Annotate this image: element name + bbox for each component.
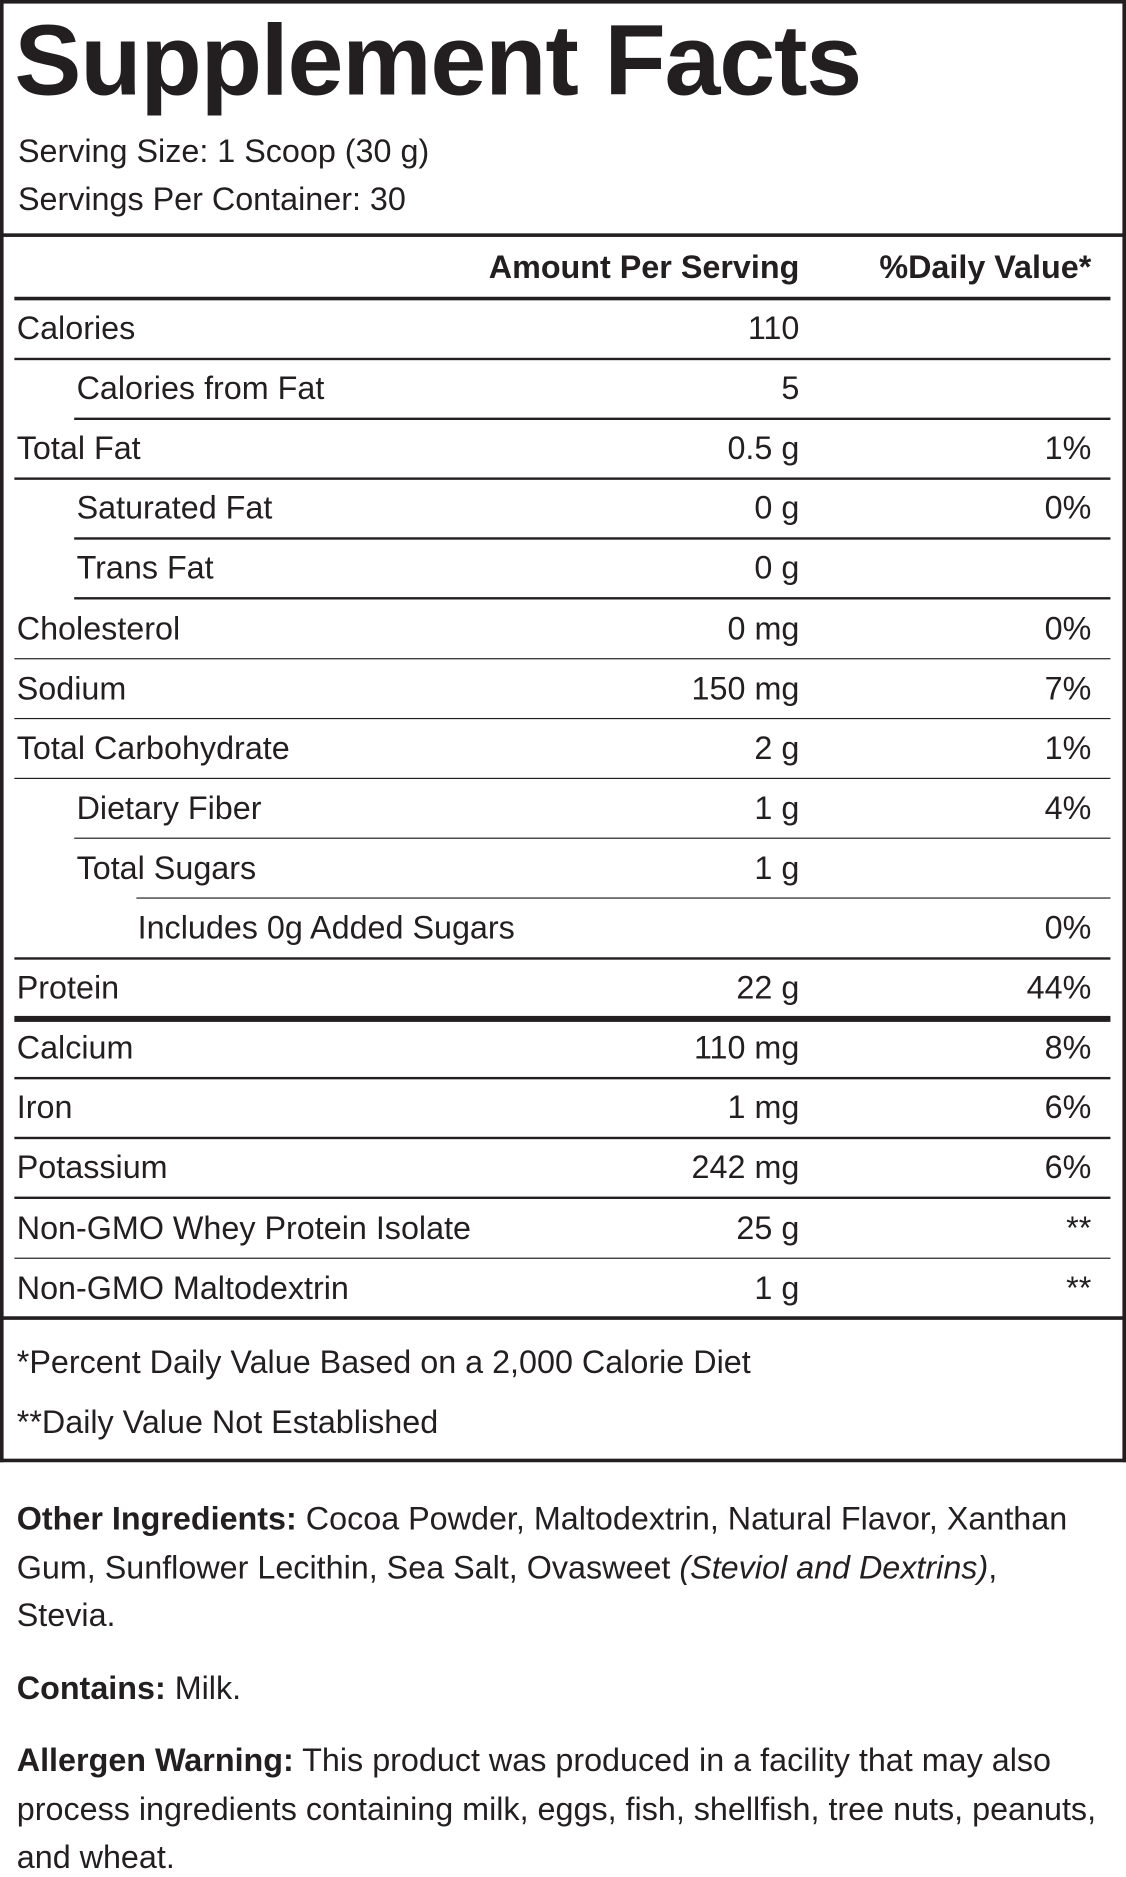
nutrient-name: Calcium [16, 1029, 134, 1066]
footnote: **Daily Value Not Established [16, 1404, 439, 1441]
nutrient-name: Includes 0g Added Sugars [137, 910, 515, 946]
row-divider [14, 1016, 1111, 1023]
divider [14, 296, 1111, 301]
amount: 242 mg [691, 1149, 800, 1186]
row-divider [14, 1137, 1111, 1139]
daily-value: ** [1066, 1209, 1092, 1246]
amount: 110 [747, 310, 800, 347]
nutrient-name: Cholesterol [16, 610, 181, 647]
row-divider [14, 777, 1111, 780]
amount: 0 g [754, 550, 800, 587]
paragraph-text: , Stevia. [16, 1548, 998, 1634]
amount: 1 g [754, 1269, 800, 1306]
amount: 22 g [736, 969, 800, 1006]
border [0, 0, 1126, 4]
footnote: *Percent Daily Value Based on a 2,000 Ca… [16, 1344, 751, 1381]
row-divider [14, 357, 1111, 360]
paragraph-text: Cocoa Powder, Maltodextrin, Natural Flav… [16, 1500, 1068, 1585]
daily-value: 4% [1044, 790, 1092, 827]
daily-value: 0% [1044, 610, 1092, 647]
paragraph-text: Milk. [165, 1669, 242, 1706]
amount: 0.5 g [727, 430, 800, 467]
nutrient-name: Calories from Fat [76, 370, 325, 407]
paragraph: Contains: Milk. [17, 1664, 1100, 1712]
row-divider [14, 717, 1111, 720]
amount: 0 mg [727, 610, 800, 647]
row-divider [14, 1197, 1111, 1199]
serving-size: Serving Size: 1 Scoop (30 g) [17, 133, 430, 170]
divider [0, 1316, 1126, 1320]
paragraph-label: Other Ingredients: [16, 1500, 297, 1537]
dv-header: %Daily Value* [879, 249, 1092, 286]
amount: 25 g [736, 1209, 800, 1246]
amount: 0 g [754, 490, 800, 527]
row-divider [14, 657, 1111, 660]
paragraph-text: This product was produced in a facility … [16, 1742, 1097, 1876]
daily-value: ** [1066, 1269, 1092, 1306]
paragraph-text: (Steviol and Dextrins) [679, 1548, 989, 1585]
servings-per-container: Servings Per Container: 30 [17, 181, 406, 218]
amount: 150 mg [691, 670, 800, 707]
row-divider [136, 897, 1111, 900]
nutrient-name: Total Fat [16, 430, 141, 467]
paragraph: Allergen Warning: This product was produ… [17, 1736, 1100, 1877]
amount: 5 [781, 370, 800, 407]
amount: 1 mg [727, 1089, 800, 1126]
amount: 1 g [754, 850, 800, 886]
row-divider [74, 837, 1111, 840]
border [0, 0, 4, 1463]
border [0, 1458, 1126, 1463]
nutrient-name: Total Sugars [76, 850, 257, 886]
nutrient-name: Trans Fat [76, 550, 214, 587]
nutrient-name: Saturated Fat [76, 490, 273, 527]
daily-value: 0% [1044, 490, 1092, 527]
amount: 2 g [754, 730, 800, 767]
nutrient-name: Non-GMO Maltodextrin [16, 1269, 349, 1306]
daily-value: 6% [1044, 1149, 1092, 1186]
nutrient-name: Non-GMO Whey Protein Isolate [16, 1209, 472, 1246]
divider [0, 233, 1126, 237]
daily-value: 7% [1044, 670, 1092, 707]
row-divider [74, 537, 1111, 540]
row-divider [14, 957, 1111, 960]
row-divider [14, 1257, 1111, 1259]
daily-value: 8% [1044, 1029, 1092, 1066]
nutrient-name: Potassium [16, 1149, 168, 1186]
nutrient-name: Total Carbohydrate [16, 730, 290, 767]
row-divider [74, 417, 1111, 420]
row-divider [14, 1077, 1111, 1079]
title: Supplement Facts [14, 3, 862, 117]
nutrient-name: Iron [16, 1089, 73, 1126]
daily-value: 6% [1044, 1089, 1092, 1126]
amount: 1 g [754, 790, 800, 827]
paragraph: Other Ingredients: Cocoa Powder, Maltode… [17, 1495, 1100, 1640]
paragraph-label: Contains: [16, 1669, 166, 1706]
paragraph-label: Allergen Warning: [16, 1742, 294, 1779]
amount-header: Amount Per Serving [488, 249, 800, 286]
row-divider [14, 477, 1111, 480]
row-divider [74, 597, 1111, 600]
nutrient-name: Dietary Fiber [76, 790, 262, 827]
ingredients: Other Ingredients: Cocoa Powder, Maltode… [17, 1495, 1100, 1877]
nutrient-name: Calories [16, 310, 136, 347]
nutrient-name: Sodium [16, 670, 127, 707]
amount: 110 mg [693, 1029, 800, 1066]
border [1122, 0, 1126, 1463]
daily-value: 1% [1044, 430, 1092, 467]
daily-value: 1% [1044, 730, 1092, 767]
nutrient-name: Protein [16, 969, 120, 1006]
daily-value: 44% [1026, 969, 1092, 1006]
daily-value: 0% [1044, 910, 1092, 946]
